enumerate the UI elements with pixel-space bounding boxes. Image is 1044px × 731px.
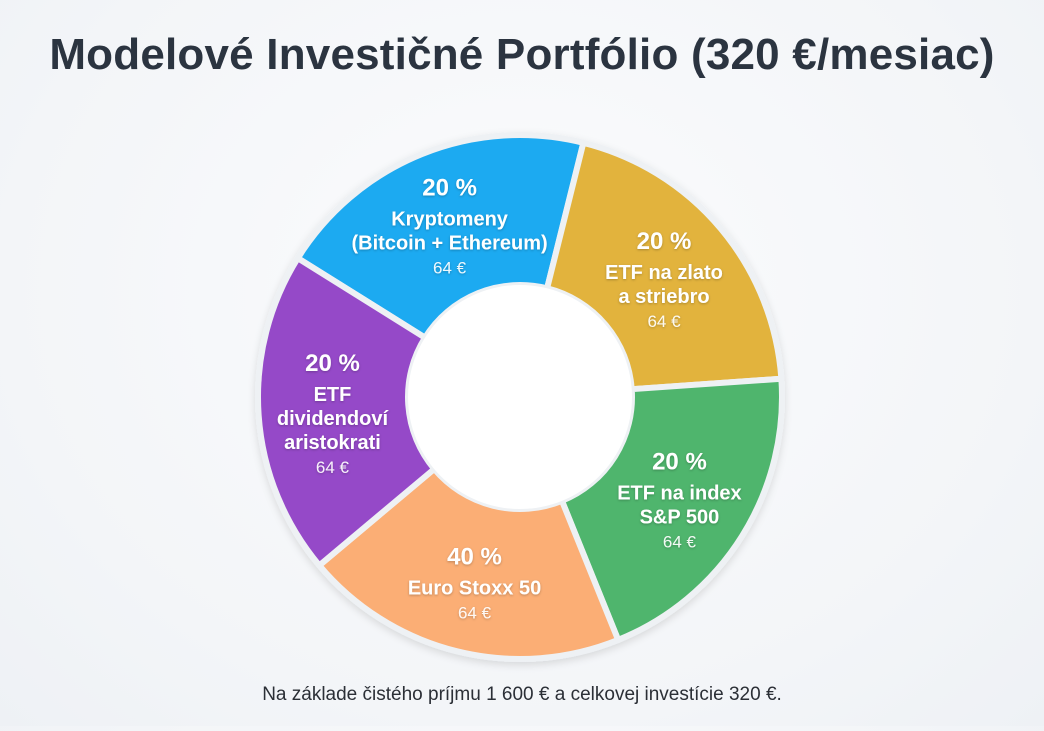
page-title: Modelové Investičné Portfólio (320 €/mes… <box>49 30 995 79</box>
slice-name-label: aristokrati <box>284 432 381 454</box>
slice-name-label: ETF na zlato <box>605 262 723 284</box>
slice-name-label: S&P 500 <box>640 507 720 529</box>
slice-name-label: ETF <box>314 384 352 406</box>
footnote: Na základe čistého príjmu 1 600 € a celk… <box>262 684 782 705</box>
slice-amount-label: 64 € <box>647 312 681 331</box>
slice-name-label: Kryptomeny <box>391 209 509 231</box>
slice-name-label: Euro Stoxx 50 <box>408 577 541 599</box>
slice-name-label: a striebro <box>618 286 709 308</box>
donut-hole <box>408 285 632 509</box>
slice-amount-label: 64 € <box>663 533 697 552</box>
slice-amount-label: 64 € <box>316 458 350 477</box>
slice-percent-label: 40 % <box>447 543 502 570</box>
slice-name-label: dividendoví <box>277 408 390 430</box>
slice-name-label: (Bitcoin + Ethereum) <box>352 233 548 255</box>
slice-name-label: ETF na index <box>617 483 741 505</box>
slice-percent-label: 20 % <box>652 449 707 476</box>
slice-percent-label: 20 % <box>305 350 360 377</box>
slice-amount-label: 64 € <box>433 259 467 278</box>
slice-percent-label: 20 % <box>637 228 692 255</box>
slice-amount-label: 64 € <box>458 603 492 622</box>
slice-percent-label: 20 % <box>422 175 477 202</box>
